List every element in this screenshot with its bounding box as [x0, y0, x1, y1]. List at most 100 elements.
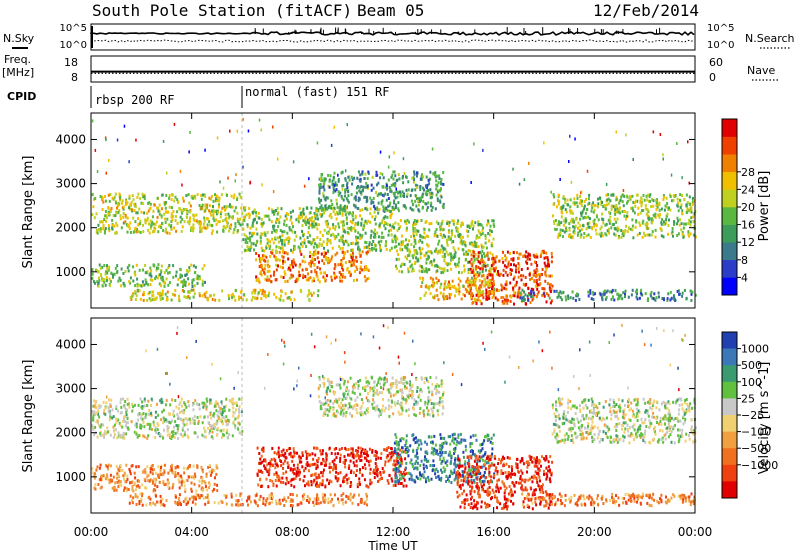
- echo-cell: [487, 257, 490, 261]
- echo-cell: [97, 270, 100, 274]
- echo-cell: [406, 194, 409, 198]
- echo-cell: [319, 177, 322, 181]
- echo-cell: [373, 247, 376, 251]
- echo-cell: [565, 226, 568, 230]
- echo-cell: [141, 406, 144, 410]
- echo-cell: [409, 206, 412, 210]
- echo-cell: [337, 178, 340, 181]
- echo-cell: [615, 195, 618, 199]
- echo-cell: [200, 229, 203, 233]
- echo-cell: [650, 233, 653, 237]
- echo-cell: [223, 409, 226, 413]
- echo-cell: [365, 241, 368, 245]
- echo-cell: [301, 240, 304, 244]
- echo-cell: [132, 265, 135, 269]
- echo-cell: [301, 210, 304, 214]
- echo-cell: [431, 147, 434, 151]
- echo-cell: [595, 232, 598, 236]
- echo-cell: [120, 411, 123, 415]
- echo-cell: [421, 195, 424, 199]
- echo-cell: [113, 272, 116, 276]
- echo-cell: [626, 230, 629, 234]
- echo-cell: [526, 255, 529, 259]
- echo-cell: [204, 430, 207, 434]
- echo-cell: [450, 256, 453, 260]
- echo-cell: [313, 504, 316, 507]
- echo-cell: [178, 294, 180, 298]
- echo-cell: [404, 245, 407, 249]
- echo-cell: [117, 204, 119, 208]
- echo-cell: [267, 485, 270, 489]
- echo-cell: [98, 276, 100, 280]
- echo-cell: [122, 207, 125, 211]
- echo-cell: [219, 212, 222, 215]
- echo-cell: [591, 206, 594, 210]
- echo-cell: [374, 207, 377, 211]
- echo-cell: [632, 236, 635, 240]
- echo-cell: [211, 489, 214, 493]
- echo-cell: [196, 403, 199, 406]
- echo-cell: [125, 223, 128, 227]
- echo-cell: [442, 233, 445, 237]
- echo-cell: [181, 289, 184, 292]
- echo-cell: [533, 293, 536, 297]
- echo-cell: [610, 290, 613, 294]
- echo-cell: [631, 194, 634, 198]
- echo-cell: [119, 411, 122, 415]
- echo-cell: [614, 289, 617, 293]
- echo-cell: [191, 417, 194, 421]
- echo-cell: [429, 196, 432, 200]
- echo-cell: [485, 297, 488, 301]
- echo-cell: [206, 223, 209, 227]
- echo-cell: [157, 413, 160, 417]
- echo-cell: [111, 226, 114, 230]
- echo-cell: [549, 283, 552, 287]
- echo-cell: [204, 280, 206, 284]
- echo-cell: [440, 282, 443, 286]
- echo-cell: [545, 292, 548, 296]
- echo-cell: [395, 187, 397, 191]
- echo-cell: [468, 283, 471, 287]
- echo-cell: [427, 188, 429, 192]
- echo-cell: [147, 479, 150, 483]
- echo-cell: [582, 236, 585, 239]
- echo-cell: [518, 252, 521, 256]
- echo-cell: [427, 254, 430, 258]
- echo-cell: [157, 263, 160, 267]
- echo-cell: [490, 290, 493, 294]
- echo-cell: [145, 471, 148, 475]
- echo-cell: [355, 238, 358, 242]
- echo-cell: [654, 298, 657, 302]
- echo-cell: [163, 483, 166, 486]
- echo-cell: [238, 405, 241, 408]
- echo-cell: [581, 199, 583, 203]
- echo-cell: [387, 178, 390, 182]
- echo-cell: [171, 435, 174, 438]
- nsearch-tick-low: 10^0: [707, 40, 734, 51]
- echo-cell: [148, 290, 151, 294]
- echo-cell: [135, 488, 137, 492]
- echo-cell: [644, 207, 647, 211]
- echo-cell: [158, 282, 161, 286]
- echo-cell: [477, 251, 480, 255]
- echo-cell: [216, 426, 219, 430]
- echo-cell: [257, 279, 260, 283]
- echo-cell: [556, 223, 559, 227]
- echo-cell: [181, 280, 184, 284]
- echo-cell: [430, 191, 433, 195]
- echo-cell: [213, 501, 216, 505]
- echo-cell: [162, 503, 165, 507]
- echo-cell: [339, 191, 342, 195]
- echo-cell: [635, 288, 638, 292]
- echo-cell: [477, 245, 480, 249]
- echo-cell: [480, 285, 483, 289]
- echo-cell: [194, 196, 197, 200]
- echo-cell: [332, 185, 335, 189]
- echo-cell: [640, 201, 643, 205]
- echo-cell: [329, 174, 332, 178]
- echo-cell: [367, 245, 370, 249]
- echo-cell: [405, 244, 408, 248]
- echo-cell: [571, 220, 574, 224]
- echo-cell: [519, 296, 522, 300]
